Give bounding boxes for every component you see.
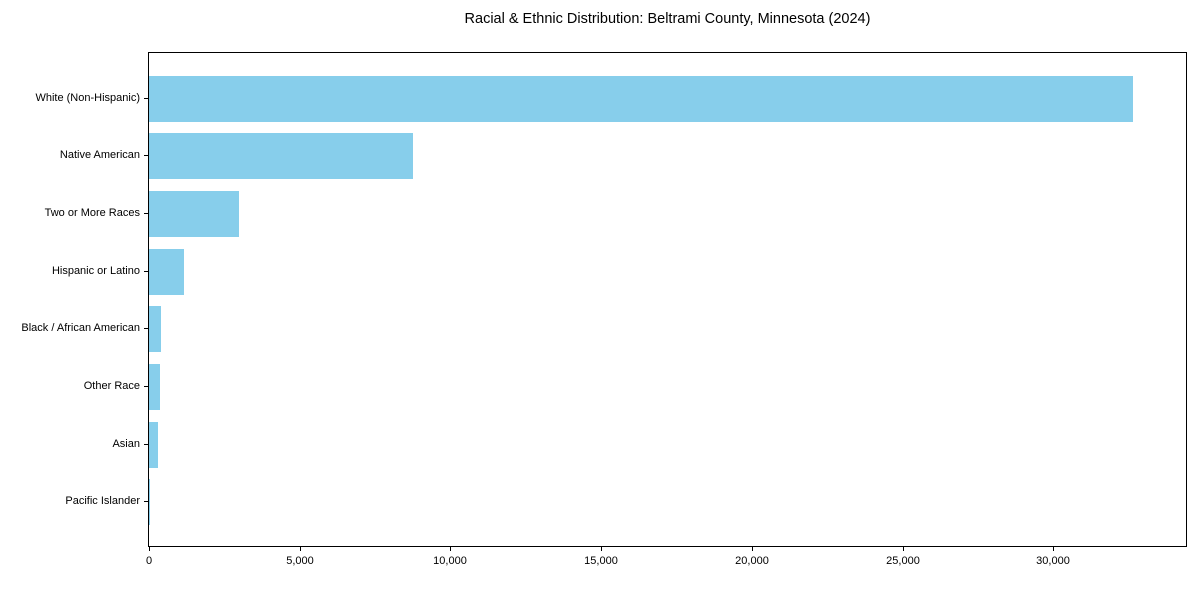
- bar: [149, 421, 159, 468]
- y-tick-label: Two or More Races: [44, 207, 140, 219]
- y-tick-label: White (Non-Hispanic): [35, 92, 140, 104]
- x-tick-label: 15,000: [584, 555, 618, 567]
- x-tick-label: 30,000: [1036, 555, 1070, 567]
- y-tick-label: Native American: [59, 149, 140, 161]
- bar: [149, 191, 240, 238]
- y-axis-tick: [144, 386, 148, 387]
- y-axis-tick: [144, 271, 148, 272]
- y-tick-label: Asian: [112, 438, 140, 450]
- x-tick-label: 0: [145, 555, 153, 567]
- x-axis-tick: [149, 547, 150, 551]
- x-axis-tick: [752, 547, 753, 551]
- y-axis-tick: [144, 98, 148, 99]
- y-tick-label: Pacific Islander: [65, 495, 140, 507]
- y-tick-label: Other Race: [83, 380, 140, 392]
- x-tick-label: 10,000: [433, 555, 467, 567]
- x-axis-tick: [1053, 547, 1054, 551]
- bar: [149, 248, 184, 295]
- x-axis-tick: [903, 547, 904, 551]
- y-axis-tick: [144, 444, 148, 445]
- y-axis-tick: [144, 501, 148, 502]
- bar: [149, 306, 162, 353]
- x-tick-label: 25,000: [886, 555, 920, 567]
- y-axis-tick: [144, 328, 148, 329]
- x-axis-tick: [601, 547, 602, 551]
- x-tick-label: 20,000: [735, 555, 769, 567]
- y-tick-label: Hispanic or Latino: [51, 265, 140, 277]
- bar: [149, 133, 413, 180]
- plot-area: [148, 52, 1187, 547]
- x-axis-tick: [300, 547, 301, 551]
- bar: [149, 363, 160, 410]
- y-axis-tick: [144, 213, 148, 214]
- chart-title: Racial & Ethnic Distribution: Beltrami C…: [464, 11, 871, 27]
- bar: [149, 75, 1134, 122]
- x-axis-tick: [450, 547, 451, 551]
- y-axis-tick: [144, 155, 148, 156]
- y-tick-label: Black / African American: [21, 322, 140, 334]
- x-tick-label: 5,000: [286, 555, 314, 567]
